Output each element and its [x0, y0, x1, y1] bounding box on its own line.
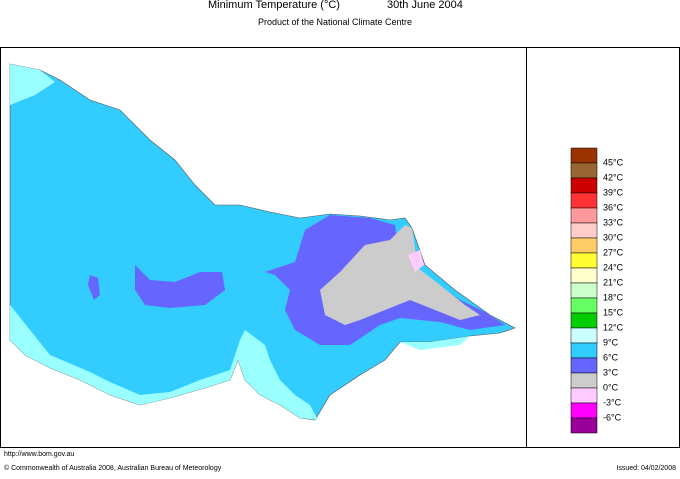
legend-swatch [570, 207, 598, 224]
region-6c-small [88, 275, 100, 300]
legend-swatch [570, 282, 598, 299]
legend: 45°C 42°C 39°C 36°C 33°C 30°C 27°C 24°C 21°C 18°C… [570, 147, 624, 434]
legend-swatch [570, 147, 598, 164]
legend-label: -6°C [603, 412, 622, 422]
legend-label: 42°C [603, 172, 624, 182]
legend-swatch [570, 267, 598, 284]
legend-label: 12°C [603, 322, 624, 332]
legend-label: 39°C [603, 187, 624, 197]
legend-label: 27°C [603, 247, 624, 257]
legend-swatch [570, 327, 598, 344]
legend-label: 15°C [603, 307, 624, 317]
legend-label: 45°C [603, 157, 624, 167]
legend-swatch [570, 192, 598, 209]
legend-swatch [570, 417, 598, 434]
legend-label: 18°C [603, 292, 624, 302]
region-12c-east [400, 336, 470, 350]
region-9c [9, 63, 516, 421]
subtitle: Product of the National Climate Centre [258, 17, 412, 27]
legend-swatch [570, 357, 598, 374]
legend-label: 24°C [603, 262, 624, 272]
source-url: http://www.bom.gov.au [4, 451, 74, 458]
legend-label: 30°C [603, 232, 624, 242]
legend-swatch [570, 342, 598, 359]
legend-label: 9°C [603, 337, 619, 347]
region-12c-coast [10, 305, 318, 420]
legend-swatch [570, 252, 598, 269]
legend-swatch [570, 297, 598, 314]
legend-label: 3°C [603, 367, 619, 377]
region-6c-west [135, 265, 225, 308]
copyright: © Commonwealth of Australia 2008, Austra… [4, 464, 222, 472]
legend-swatch [570, 387, 598, 404]
issued-date: Issued: 04/02/2008 [616, 465, 676, 472]
legend-label: 6°C [603, 352, 619, 362]
legend-label: 21°C [603, 277, 624, 287]
region-12c-nw [10, 64, 55, 105]
legend-swatch [570, 402, 598, 419]
region-0c [408, 250, 424, 272]
title: Minimum Temperature (°C) [208, 0, 340, 11]
legend-swatch [570, 372, 598, 389]
legend-label: 33°C [603, 217, 624, 227]
legend-swatch [570, 177, 598, 194]
region-3c [320, 225, 480, 325]
legend-swatch [570, 312, 598, 329]
legend-swatch [570, 162, 598, 179]
legend-swatch [570, 237, 598, 254]
legend-swatch [570, 222, 598, 239]
legend-label: -3°C [603, 397, 622, 407]
legend-label: 0°C [603, 382, 619, 392]
date: 30th June 2004 [387, 0, 463, 11]
legend-label: 36°C [603, 202, 624, 212]
